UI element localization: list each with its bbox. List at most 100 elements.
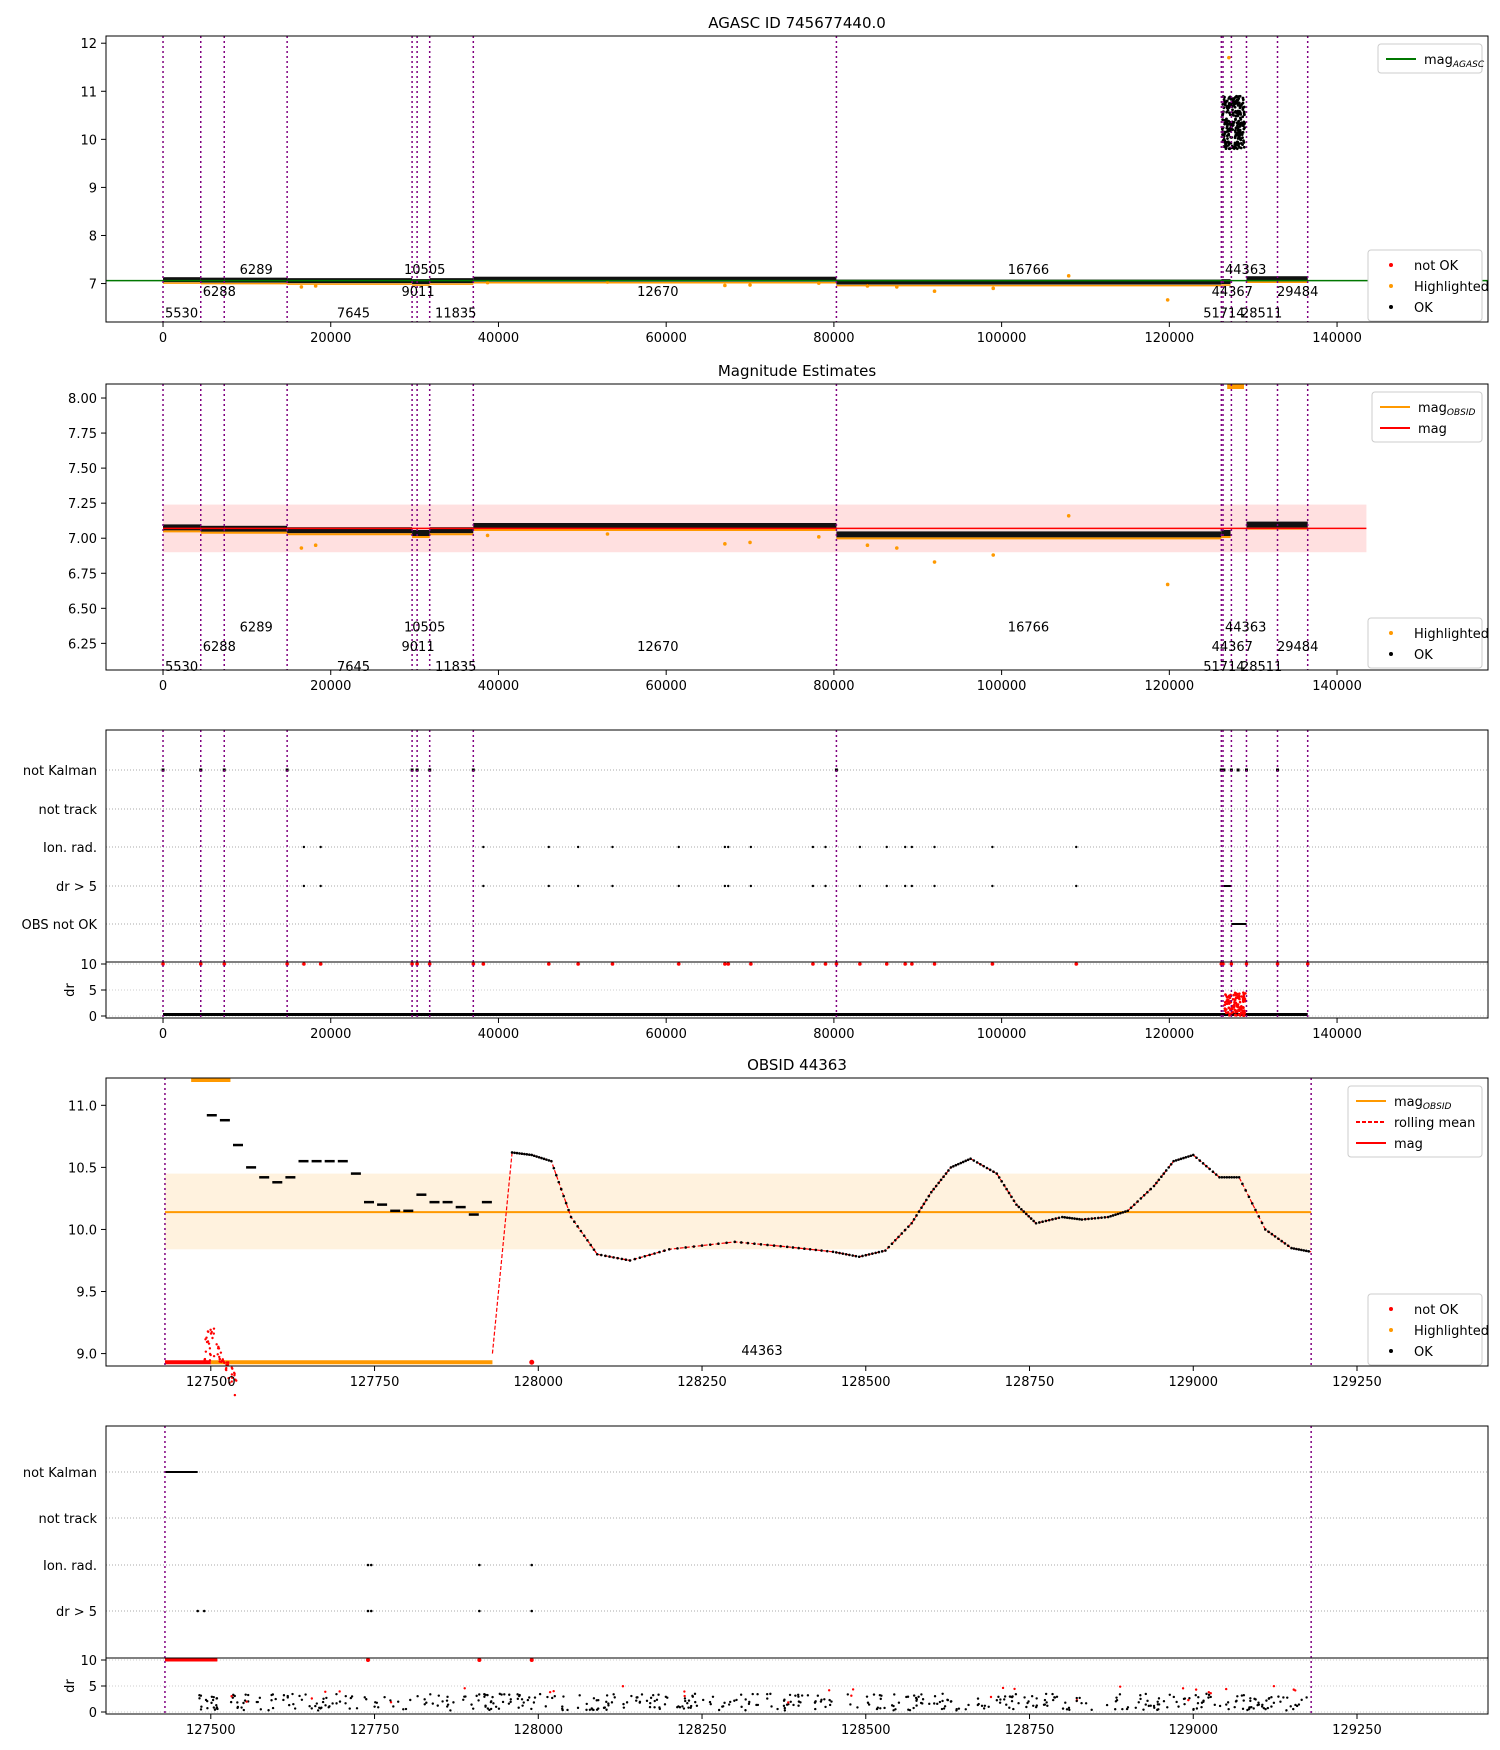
ion-rad-point — [858, 845, 862, 849]
ok-point — [1244, 1189, 1247, 1192]
dr-ok-point — [1295, 1704, 1299, 1708]
dr-ok-point — [308, 1705, 311, 1708]
ok-point — [995, 1172, 999, 1175]
not-ok-point — [210, 1330, 213, 1334]
ok-point — [527, 1153, 531, 1156]
dr-ok-point — [538, 1692, 542, 1696]
not-ok-point — [204, 1338, 207, 1341]
panel2-legend-bottom-box — [1367, 617, 1483, 669]
dr-ok-point — [957, 1707, 961, 1710]
dr-ok-point — [315, 1702, 319, 1705]
panel3-xtick-label: 140000 — [1312, 1027, 1362, 1042]
dr-ok-point — [1157, 1703, 1161, 1706]
ok-point — [1002, 1183, 1006, 1187]
not-ok-point — [209, 1328, 212, 1331]
dr-ok-point — [1253, 1697, 1256, 1701]
dr-ok-point — [1010, 1699, 1014, 1703]
dr-not-ok-point — [1223, 1003, 1227, 1007]
dr-ok-point — [522, 1701, 525, 1704]
ok-point — [920, 1206, 923, 1210]
dr5-point — [885, 884, 888, 888]
ok-point — [1169, 1162, 1173, 1166]
ok-point — [1238, 104, 1242, 108]
dr-capped-point — [161, 962, 165, 966]
not-ok-point — [217, 1347, 221, 1350]
dr-ok-point — [890, 1704, 894, 1707]
ion-rad-point — [885, 845, 888, 849]
dr-ok-point — [365, 1698, 368, 1701]
dr-ok-point — [1003, 1695, 1007, 1698]
dr-ok-point — [1270, 1705, 1273, 1708]
ok-point — [550, 1159, 553, 1163]
dr-ok-point — [274, 1697, 277, 1701]
panel2-ytick-label: 6.50 — [68, 602, 97, 617]
ok-point — [733, 1240, 737, 1244]
ok-point — [1227, 127, 1231, 131]
ok-point — [1114, 1213, 1117, 1217]
ok-point — [1228, 113, 1232, 117]
ok-point — [867, 1253, 871, 1256]
ok-point — [1047, 1218, 1051, 1222]
dr-ok-point — [1075, 1699, 1078, 1703]
dr-capped-point — [529, 1658, 534, 1662]
ok-point — [988, 1168, 992, 1172]
highlighted-point — [485, 533, 490, 538]
not-ok-point — [228, 1381, 231, 1385]
ok-point — [1096, 1216, 1100, 1220]
dr-ok-point — [585, 1702, 588, 1706]
ok-point — [1012, 1199, 1016, 1203]
ok-point — [1083, 1217, 1087, 1221]
dr-ok-point — [350, 1695, 354, 1698]
dr-ok-point — [1197, 1696, 1200, 1699]
panel2-xtick-label: 80000 — [813, 679, 854, 694]
flag-category-label: Ion. rad. — [43, 1559, 97, 1574]
not-ok-point — [230, 1380, 233, 1383]
highlighted-point — [991, 553, 996, 557]
dr-ok-point — [1262, 1706, 1266, 1710]
ok-point — [893, 1239, 897, 1242]
dr-ok-point — [694, 1700, 697, 1704]
panel4-legend-top-label: rolling mean — [1394, 1116, 1475, 1131]
ok-point — [540, 1156, 543, 1160]
ion-rad-point — [369, 1563, 373, 1567]
dr-ok-point — [1105, 1703, 1109, 1707]
ok-point — [890, 1242, 894, 1246]
dr-not-ok-point — [989, 1695, 993, 1699]
dr-ok-point — [912, 1706, 915, 1710]
panel1-ytick-label: 7 — [89, 278, 97, 293]
ok-point — [1247, 1195, 1251, 1199]
ok-point — [676, 1247, 679, 1250]
ok-point — [917, 1210, 921, 1213]
dr-ok-point — [1297, 1703, 1301, 1706]
dr-ok-point — [544, 1705, 547, 1708]
panel5-xtick-label: 128250 — [677, 1723, 727, 1738]
dr-ok-point — [314, 1704, 317, 1708]
dr-ok-point — [1061, 1707, 1065, 1710]
dr-ok-point — [1139, 1697, 1142, 1701]
dr-not-ok-point — [683, 1690, 686, 1693]
panel1-legend-bottom-swatch — [1389, 305, 1393, 309]
ok-point — [1235, 95, 1238, 99]
dr-ok-point — [1113, 1708, 1117, 1711]
dr-ok-point — [867, 1703, 871, 1706]
ok-point — [838, 1251, 841, 1255]
ok-point — [1051, 1218, 1054, 1221]
dr-ok-point — [1279, 1700, 1282, 1703]
panel1-xtick-label: 100000 — [977, 331, 1027, 346]
ok-point — [1187, 1155, 1190, 1158]
ok-point — [1225, 126, 1229, 130]
not-ok-point — [529, 1359, 535, 1365]
dr-ok-point — [516, 1697, 520, 1701]
not-ok-point — [212, 1354, 216, 1358]
ion-rad-point — [910, 845, 914, 849]
obs-label: 7645 — [337, 660, 370, 675]
ok-point — [1267, 1230, 1270, 1234]
dr-ok-point — [721, 1705, 724, 1708]
dr-ytick-label: 10 — [80, 958, 97, 973]
ok-point-band — [473, 276, 837, 282]
flag-category-label: not Kalman — [23, 764, 97, 779]
dr-ok-point — [488, 1708, 491, 1712]
ok-point — [937, 1181, 940, 1185]
ok-point — [834, 1251, 838, 1254]
dr-ok-point — [824, 1705, 827, 1709]
